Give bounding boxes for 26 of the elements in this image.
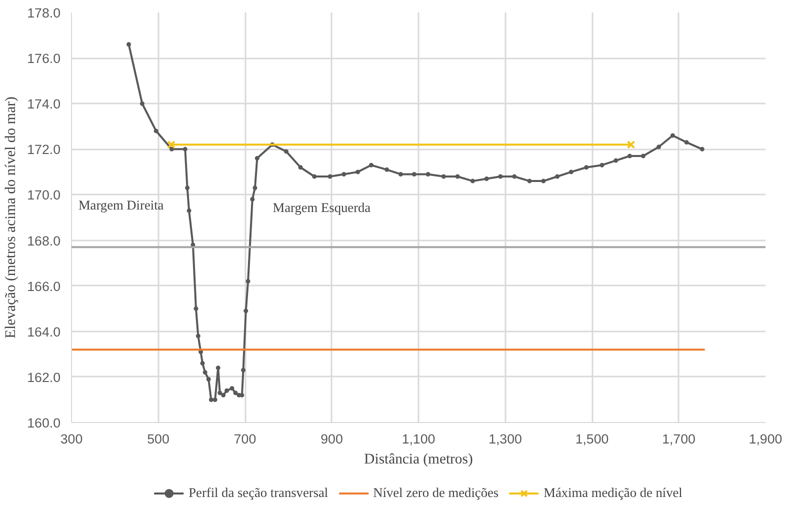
y-tick-label: 166.0 xyxy=(27,278,61,294)
legend-label: Perfil da seção transversal xyxy=(188,484,328,500)
annotation: Margem Esquerda xyxy=(272,200,371,215)
y-tick-label: 168.0 xyxy=(27,233,61,248)
x-tick-label: 300 xyxy=(60,432,83,446)
y-axis-title: Elevação (metros acima do nível do mar) xyxy=(3,96,20,338)
annotation: Margem Direita xyxy=(78,198,164,213)
y-tick-label: 170.0 xyxy=(27,188,61,203)
x-tick-label: 1,900 xyxy=(748,432,782,446)
y-tick-label: 178.0 xyxy=(27,6,61,20)
legend-label: Máxima medição de nível xyxy=(544,484,682,500)
y-tick-label: 176.0 xyxy=(27,51,61,66)
y-tick-label: 162.0 xyxy=(27,370,61,385)
x-tick-label: 1,700 xyxy=(662,432,696,446)
x-tick-label: 1,500 xyxy=(575,432,609,446)
x-tick-label: 700 xyxy=(234,432,256,446)
legend-label: Nível zero de medições xyxy=(373,484,499,500)
x-tick-label: 500 xyxy=(147,432,170,446)
y-tick-label: 172.0 xyxy=(27,142,61,158)
y-tick-label: 164.0 xyxy=(27,324,61,340)
x-tick-label: 1,300 xyxy=(488,432,522,446)
y-tick-label: 174.0 xyxy=(27,96,61,112)
x-tick-label: 1,100 xyxy=(402,432,436,446)
x-tick-label: 900 xyxy=(320,432,343,446)
y-tick-label: 160.0 xyxy=(27,416,61,430)
x-axis-title: Distância (metros) xyxy=(364,452,473,468)
